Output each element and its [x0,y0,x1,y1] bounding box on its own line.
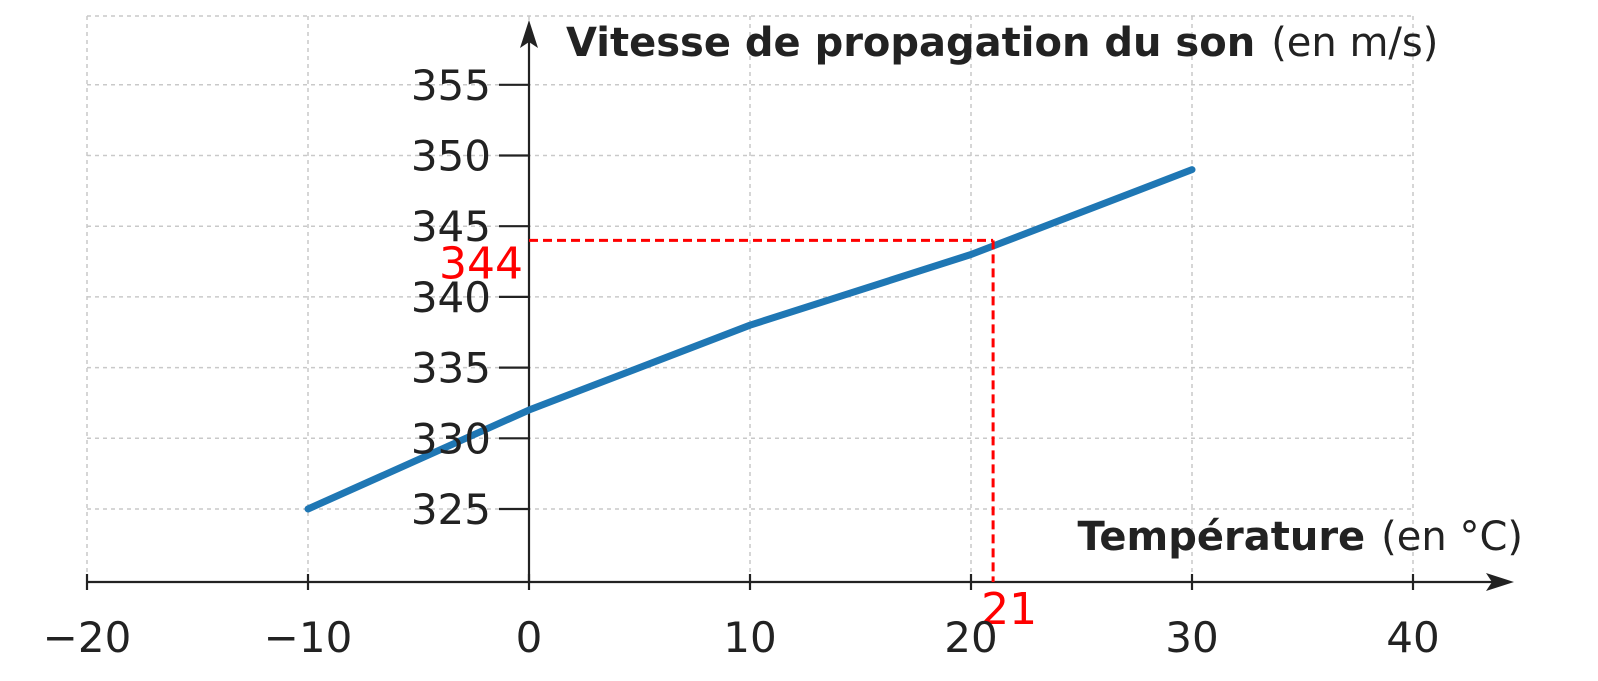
x-tick-label: −20 [43,613,132,662]
grid [86,15,1414,582]
y-axis-title-main: Vitesse de propagation du son [566,20,1255,66]
x-axis-title-unit: (en °C) [1381,514,1523,560]
annotation-layer: 344 21 [439,238,1037,635]
tick-layer: −20 −10 0 10 20 30 40 325 330 335 340 345 350 355 [43,61,1440,662]
axes [87,20,1514,591]
annotation-x-label: 21 [981,584,1037,635]
x-tick-label: 20 [944,613,997,662]
x-axis-arrow-icon [1486,573,1514,591]
x-axis-title-main: Température [1077,514,1365,560]
x-tick-label: 30 [1165,613,1218,662]
y-tick-label: 345 [411,202,491,251]
y-axis-title-unit: (en m/s) [1271,20,1438,66]
y-tick-label: 350 [411,132,491,181]
y-tick-label: 335 [411,344,491,393]
y-tick-label: 355 [411,61,491,110]
y-axis-title: Vitesse de propagation du son (en m/s) [566,20,1438,66]
x-tick-label: 10 [723,613,776,662]
y-tick-label: 330 [411,414,491,463]
x-tick-label: 0 [516,613,543,662]
y-tick-label: 325 [411,485,491,534]
y-axis-arrow-icon [520,20,538,48]
y-tick-label: 340 [411,273,491,322]
x-tick-label: −10 [264,613,353,662]
series-layer [304,166,1196,513]
annotation-y-label: 344 [439,238,523,289]
x-axis-title: Température (en °C) [1077,514,1523,560]
series-line [304,166,1196,513]
x-tick-label: 40 [1386,613,1439,662]
